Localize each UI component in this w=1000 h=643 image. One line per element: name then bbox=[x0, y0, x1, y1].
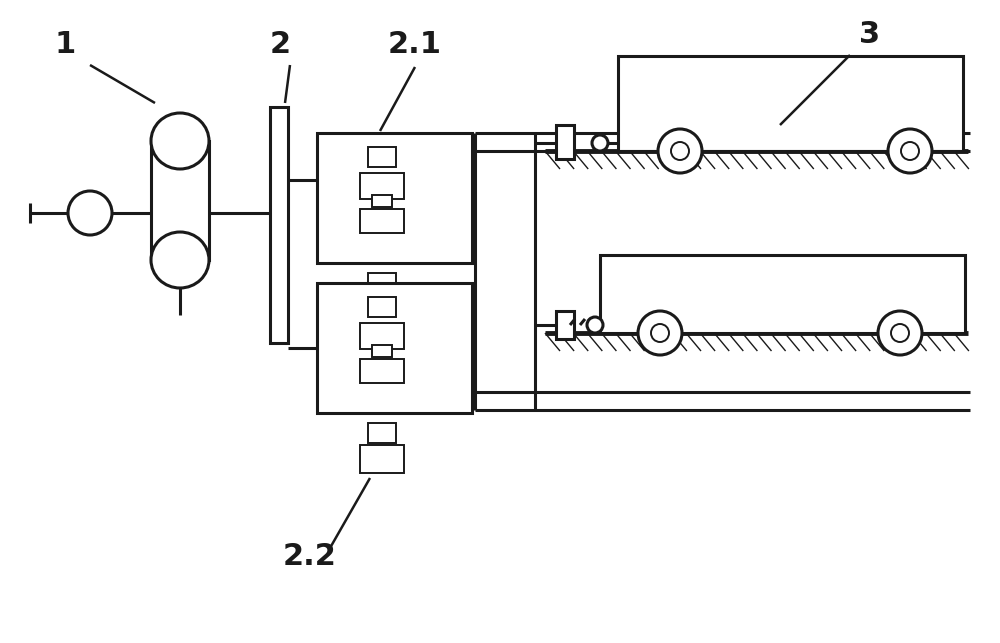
Bar bbox=[360, 290, 404, 318]
Circle shape bbox=[901, 142, 919, 160]
Bar bbox=[372, 195, 392, 207]
Text: 1: 1 bbox=[54, 30, 76, 59]
Circle shape bbox=[888, 129, 932, 173]
Circle shape bbox=[68, 191, 112, 235]
Bar bbox=[270, 107, 288, 343]
Circle shape bbox=[651, 324, 669, 342]
Bar bbox=[368, 147, 396, 167]
Circle shape bbox=[592, 135, 608, 151]
Bar bbox=[317, 283, 472, 413]
Bar bbox=[151, 141, 209, 260]
Ellipse shape bbox=[151, 113, 209, 169]
Circle shape bbox=[671, 142, 689, 160]
Circle shape bbox=[638, 311, 682, 355]
Bar bbox=[368, 297, 396, 317]
Bar bbox=[360, 173, 404, 199]
Bar bbox=[360, 445, 404, 473]
Bar bbox=[360, 359, 404, 383]
Circle shape bbox=[658, 129, 702, 173]
Bar bbox=[556, 125, 574, 159]
Bar bbox=[372, 345, 392, 357]
Bar bbox=[360, 323, 404, 349]
Ellipse shape bbox=[151, 232, 209, 288]
Circle shape bbox=[878, 311, 922, 355]
Bar bbox=[368, 273, 396, 293]
Bar bbox=[317, 133, 472, 263]
Circle shape bbox=[891, 324, 909, 342]
Bar bbox=[618, 56, 963, 151]
Text: 2.1: 2.1 bbox=[388, 30, 442, 59]
Circle shape bbox=[587, 317, 603, 333]
Bar bbox=[368, 423, 396, 443]
Text: 2: 2 bbox=[269, 30, 291, 59]
Bar bbox=[600, 255, 965, 333]
Text: 2.2: 2.2 bbox=[283, 542, 337, 571]
Text: 3: 3 bbox=[859, 20, 881, 49]
Bar bbox=[556, 311, 574, 339]
Bar bbox=[360, 209, 404, 233]
